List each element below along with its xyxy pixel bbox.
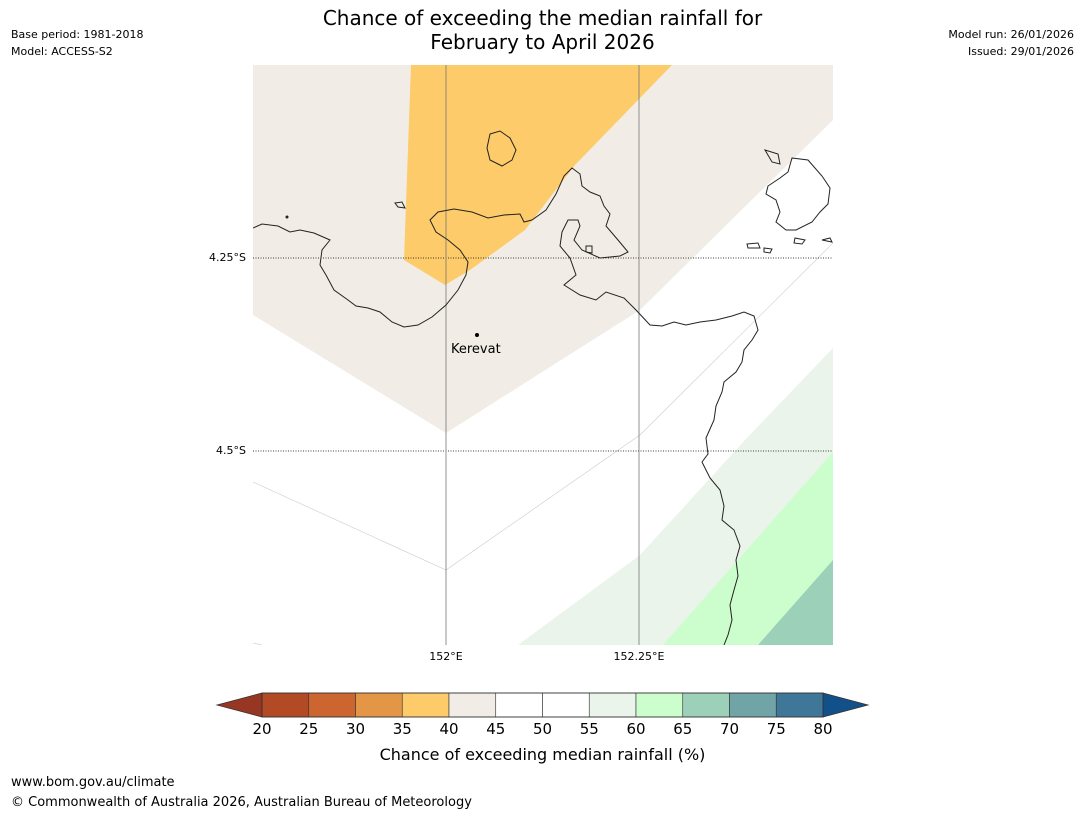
coastline-main	[253, 167, 759, 645]
colorbar-segment	[542, 692, 590, 718]
region-40-45	[253, 65, 833, 433]
model-run: Model run: 26/01/2026	[948, 28, 1074, 41]
kerevat-marker	[475, 333, 479, 337]
islets-east	[585, 237, 833, 254]
colorbar-tick-label: 40	[439, 720, 459, 738]
colorbar-segment	[775, 692, 824, 718]
lon-label-152-25: 152.25°E	[613, 650, 665, 663]
colorbar-frame	[261, 692, 824, 718]
colorbar-tick-label: 35	[392, 720, 412, 738]
colorbar-tick-label: 30	[345, 720, 366, 738]
map-area	[253, 65, 833, 645]
title-line-2: February to April 2026	[430, 30, 655, 54]
model-name: Model: ACCESS-S2	[11, 45, 113, 58]
base-period: Base period: 1981-2018	[11, 28, 144, 41]
colorbar-tick-label: 80	[813, 720, 833, 738]
colorbar-segment	[682, 692, 730, 718]
colorbar-segment	[729, 692, 777, 718]
lat-label-4-25: 4.25°S	[209, 251, 246, 264]
lon-label-152: 152°E	[429, 650, 463, 663]
colorbar-segment	[495, 692, 543, 718]
meta-right: Model run: 26/01/2026 Issued: 29/01/2026	[948, 26, 1074, 60]
region-60-65	[663, 452, 833, 645]
colorbar-tick-label: 70	[719, 720, 740, 738]
island-small-west	[394, 201, 406, 209]
lat-label-4-5: 4.5°S	[216, 444, 246, 457]
contour-line	[253, 642, 263, 645]
meta-left: Base period: 1981-2018 Model: ACCESS-S2	[11, 26, 143, 60]
chart-title: Chance of exceeding the median rainfall …	[0, 6, 1085, 54]
island-north	[486, 130, 517, 167]
contour-line	[253, 242, 833, 571]
colorbar-segments	[261, 692, 824, 718]
colorbar-segment	[588, 692, 637, 718]
colorbar-tick-label: 50	[532, 720, 553, 738]
colorbar-tick-label: 55	[579, 720, 599, 738]
colorbar-tick-label: 25	[299, 720, 319, 738]
footer-url: www.bom.gov.au/climate	[11, 775, 175, 790]
colorbar	[215, 692, 870, 718]
region-65-70	[758, 560, 833, 645]
issued-date: Issued: 29/01/2026	[967, 45, 1074, 58]
colorbar-segment	[635, 692, 684, 718]
colorbar-segment	[355, 692, 403, 718]
colorbar-tick-label: 60	[626, 720, 646, 738]
colorbar-segment	[308, 692, 356, 718]
colorbar-tick-label: 20	[252, 720, 272, 738]
colorbar-under-arrow	[215, 692, 263, 718]
title-line-1: Chance of exceeding the median rainfall …	[322, 6, 763, 30]
colorbar-segment	[448, 692, 497, 718]
colorbar-segment	[261, 692, 310, 718]
region-35-40	[404, 65, 672, 285]
colorbar-tick-label: 75	[766, 720, 786, 738]
place-label-kerevat: Kerevat	[451, 342, 501, 357]
colorbar-label: Chance of exceeding median rainfall (%)	[379, 745, 706, 764]
colorbar-tick-label: 65	[673, 720, 693, 738]
colorbar-tick-label: 45	[486, 720, 506, 738]
islet-dot	[285, 215, 289, 219]
island-east	[763, 149, 831, 231]
colorbar-segment	[401, 692, 450, 718]
colorbar-over-arrow	[822, 692, 870, 718]
footer-copyright: © Commonwealth of Australia 2026, Austra…	[11, 795, 472, 810]
